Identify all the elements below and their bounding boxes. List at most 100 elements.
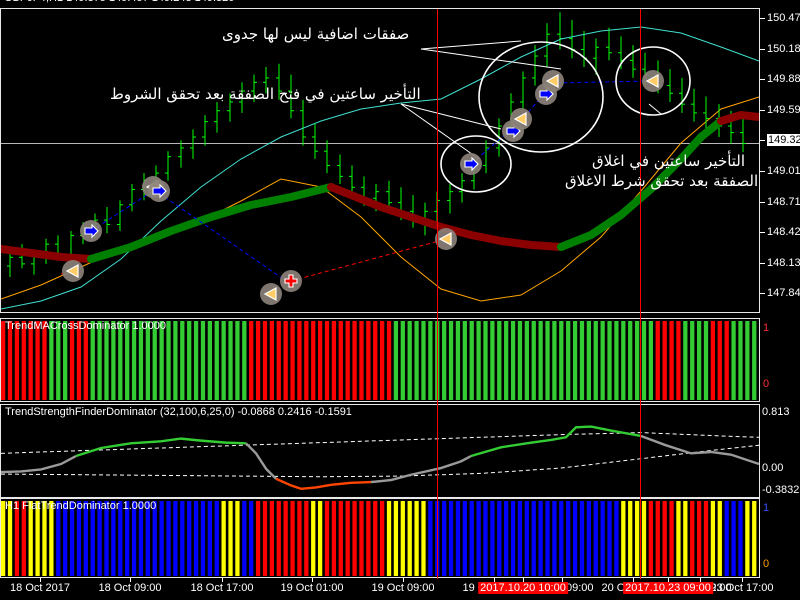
histogram-bar xyxy=(214,501,219,576)
histogram-bar xyxy=(111,501,116,576)
trend-ma-cross-label: TrendMACrossDominator 1.0000 xyxy=(5,320,166,332)
main-price-chart[interactable] xyxy=(0,8,760,313)
histogram-bar xyxy=(311,321,316,400)
histogram-bar xyxy=(366,321,371,400)
time-axis-label: 23 Oct 17:00 xyxy=(710,582,774,594)
trend-ma-cross-canvas xyxy=(1,321,757,400)
histogram-bar xyxy=(49,321,54,400)
vertical-time-marker xyxy=(640,9,641,579)
price-chart-canvas xyxy=(1,12,759,310)
strength-scale-label: -0.3832 xyxy=(762,484,800,496)
histogram-bar xyxy=(414,501,419,576)
indicator-panel-trend-ma-cross[interactable]: TrendMACrossDominator 1.0000 xyxy=(0,318,760,402)
histogram-bar xyxy=(745,321,750,400)
histogram-bar xyxy=(180,501,185,576)
histogram-bar xyxy=(235,501,240,576)
trade-marker-buy-entry3[interactable] xyxy=(460,153,482,175)
histogram-bar xyxy=(242,501,247,576)
histogram-bar xyxy=(200,501,206,576)
histogram-bar xyxy=(104,501,109,576)
price-axis-label: 148.135 xyxy=(767,256,800,269)
histogram-bar xyxy=(166,501,171,576)
histogram-bar xyxy=(497,501,502,576)
scale-label-top: 1 xyxy=(763,502,770,514)
histogram-bar xyxy=(118,321,123,400)
histogram-bar xyxy=(297,501,302,576)
histogram-bar xyxy=(83,501,88,576)
ma-ribbon-segment xyxy=(327,183,565,251)
histogram-bar xyxy=(510,501,516,576)
histogram-bar xyxy=(593,321,598,400)
trade-marker-buy-exit3[interactable] xyxy=(510,108,532,130)
histogram-bar xyxy=(373,501,378,576)
histogram-bar xyxy=(331,321,337,400)
histogram-bar xyxy=(255,321,261,400)
histogram-bar xyxy=(145,501,150,576)
histogram-bar xyxy=(600,501,605,576)
trade-marker-buy-exit4[interactable] xyxy=(542,70,564,92)
histogram-bar xyxy=(242,321,247,400)
time-tick xyxy=(312,578,313,582)
histogram-bar xyxy=(235,321,240,400)
histogram-bar xyxy=(90,321,95,400)
histogram-bar xyxy=(345,501,350,576)
histogram-bar xyxy=(607,501,612,576)
trade-marker-sell-exit[interactable] xyxy=(62,260,84,282)
histogram-bar xyxy=(97,321,102,400)
time-axis[interactable]: 18 Oct 2017 18 Oct 09:00 18 Oct 17:00 19 Oc… xyxy=(0,578,800,600)
histogram-bar xyxy=(131,321,137,400)
price-axis-label: 149.885 xyxy=(767,73,800,86)
exit-triangle-icon xyxy=(545,73,559,89)
strength-scale-label: 0.813 xyxy=(762,406,790,418)
callout-line xyxy=(420,48,562,70)
exit-triangle-icon xyxy=(438,231,452,247)
exit-triangle-icon xyxy=(65,263,79,279)
trade-marker-buy-entry2[interactable] xyxy=(148,180,170,202)
indicator-panel-trend-strength[interactable]: TrendStrengthFinderDominator (32,100,6,2… xyxy=(0,404,760,498)
histogram-bar xyxy=(1,501,6,576)
histogram-bar xyxy=(669,501,674,576)
histogram-bar xyxy=(21,501,26,576)
trade-marker-sell-entry[interactable] xyxy=(280,270,302,292)
histogram-bar xyxy=(207,321,212,400)
histogram-bar xyxy=(111,321,116,400)
histogram-bar xyxy=(752,501,757,576)
histogram-bar xyxy=(366,501,371,576)
indicator-panel-flat-trend[interactable]: H1 FlatTrendDominator 1.0000 xyxy=(0,498,760,578)
histogram-bar xyxy=(214,321,219,400)
trade-marker-buy-exit5[interactable] xyxy=(642,70,664,92)
buy-arrow-icon xyxy=(152,183,167,199)
histogram-bar xyxy=(724,321,729,400)
time-tick xyxy=(130,578,131,582)
trade-marker-sell-exit2[interactable] xyxy=(260,283,282,305)
histogram-bar xyxy=(187,321,192,400)
histogram-bar xyxy=(669,321,674,400)
histogram-bar xyxy=(703,501,709,576)
histogram-bar xyxy=(145,321,150,400)
histogram-bar xyxy=(490,321,495,400)
time-tick xyxy=(40,578,41,582)
trade-marker-buy-exit2[interactable] xyxy=(435,228,457,250)
trade-marker-buy-entry[interactable] xyxy=(80,220,102,242)
histogram-bar xyxy=(7,321,13,400)
time-tick xyxy=(494,578,495,582)
price-axis[interactable]: 150.470 150.180 149.885 149.595 149.320 149.0… xyxy=(760,0,800,580)
histogram-bar xyxy=(28,501,33,576)
callout-line xyxy=(420,40,522,50)
histogram-bar xyxy=(428,501,433,576)
histogram-bar xyxy=(76,501,82,576)
histogram-bar xyxy=(200,321,206,400)
histogram-bar xyxy=(131,501,137,576)
annotation-ellipse xyxy=(440,135,512,193)
histogram-bar xyxy=(35,501,40,576)
histogram-bar xyxy=(283,321,288,400)
histogram-bar xyxy=(386,501,392,576)
histogram-bar xyxy=(14,321,20,400)
histogram-bar xyxy=(655,321,660,400)
strength-line-segment xyxy=(470,425,642,458)
strength-line-segment xyxy=(275,477,372,490)
histogram-bar xyxy=(125,321,130,400)
histogram-bar xyxy=(641,501,647,576)
histogram-bar xyxy=(386,321,392,400)
histogram-bar xyxy=(504,501,509,576)
